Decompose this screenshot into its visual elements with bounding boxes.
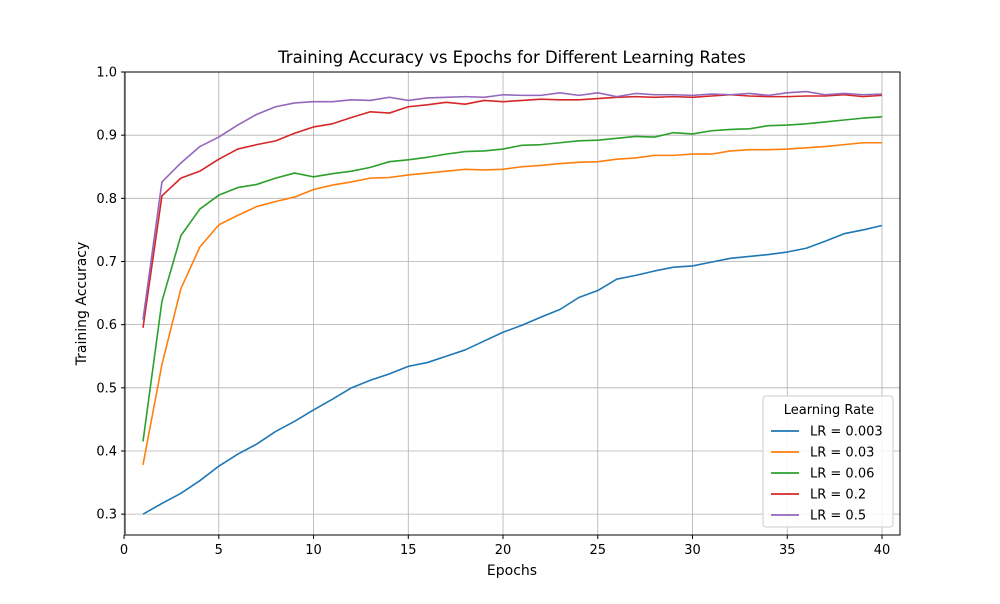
- series-line-lr-0-003: [142, 224, 883, 515]
- y-axis-label: Training Accuracy: [74, 242, 90, 367]
- legend-label: LR = 0.2: [810, 488, 866, 503]
- y-tick-label: 0.3: [96, 508, 117, 523]
- y-tick-label: 0.6: [96, 318, 117, 333]
- y-tick-label: 0.5: [96, 381, 117, 396]
- plot-area-frame: [124, 71, 901, 536]
- series-line-lr-0-2: [142, 93, 883, 328]
- series-lines: [142, 90, 883, 515]
- legend-label: LR = 0.06: [810, 467, 874, 482]
- x-tick-label: 25: [589, 543, 606, 558]
- x-tick-label: 30: [684, 543, 701, 558]
- x-axis-label: Epochs: [487, 563, 537, 579]
- series-line-lr-0-5: [142, 90, 883, 320]
- x-tick-label: 15: [400, 543, 417, 558]
- x-tick-label: 0: [120, 543, 128, 558]
- legend-title: Learning Rate: [784, 403, 874, 418]
- chart-title: Training Accuracy vs Epochs for Differen…: [277, 48, 746, 67]
- x-tick-label: 5: [215, 543, 223, 558]
- x-tick-label: 40: [874, 543, 891, 558]
- x-tick-label: 20: [495, 543, 512, 558]
- x-tick-label: 35: [779, 543, 796, 558]
- y-tick-label: 0.4: [96, 444, 117, 459]
- legend-entries: LR = 0.003 LR = 0.03 LR = 0.06 LR = 0.2 LR =…: [771, 425, 883, 524]
- legend-label: LR = 0.5: [810, 509, 866, 524]
- legend-label: LR = 0.003: [810, 425, 883, 440]
- series-line-lr-0-03: [142, 141, 882, 466]
- y-tick-label: 0.9: [96, 129, 117, 144]
- y-tick-label: 0.8: [96, 192, 117, 207]
- y-tick-label: 1.0: [96, 66, 117, 81]
- x-tick-label: 10: [305, 543, 322, 558]
- axis-ticks: 0 5 10 15 20 25 30 35 40 0.3 0.4 0.5 0.6 0.7 0.8 0.9 1.0: [96, 66, 890, 559]
- legend-label: LR = 0.03: [810, 446, 874, 461]
- series-line-lr-0-06: [142, 116, 883, 442]
- y-tick-label: 0.7: [96, 255, 117, 270]
